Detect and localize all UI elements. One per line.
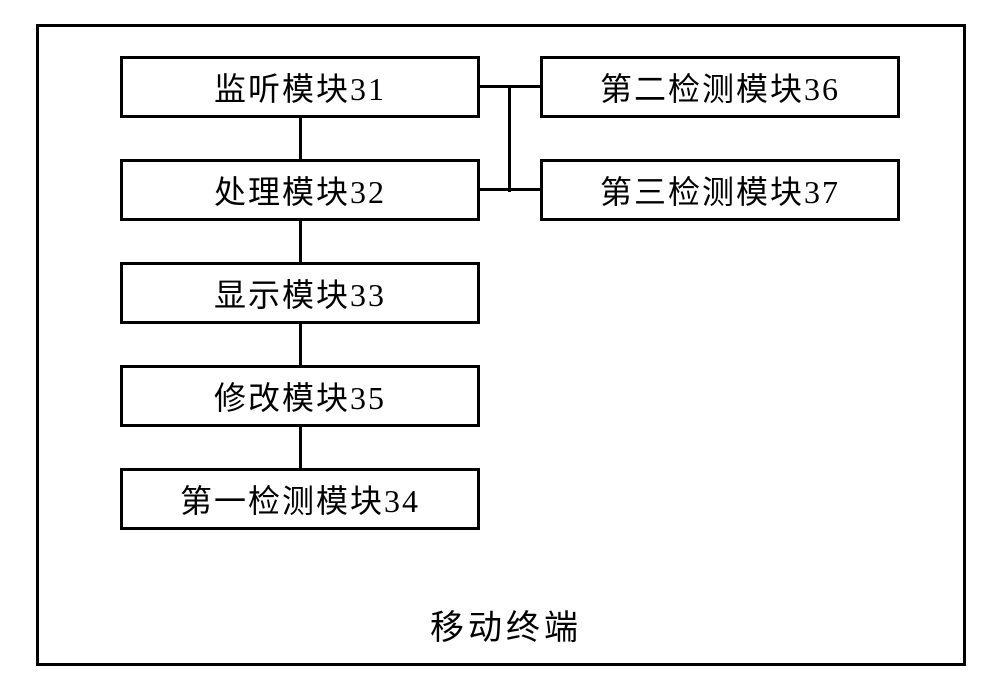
edge-b33-b35 — [299, 324, 302, 365]
module-display-33: 显示模块33 — [120, 262, 480, 324]
edge-b31-b32 — [299, 118, 302, 159]
module-label: 第一检测模块34 — [180, 476, 420, 522]
module-label: 第二检测模块36 — [600, 64, 840, 110]
module-process-32: 处理模块32 — [120, 159, 480, 221]
edge-b32-b33 — [299, 221, 302, 262]
module-label: 显示模块33 — [214, 270, 386, 316]
edge-right-vertical — [508, 86, 511, 192]
module-modify-35: 修改模块35 — [120, 365, 480, 427]
module-label: 第三检测模块37 — [600, 167, 840, 213]
module-label: 修改模块35 — [214, 373, 386, 419]
module-label: 监听模块31 — [214, 64, 386, 110]
module-detect3-37: 第三检测模块37 — [540, 159, 900, 221]
module-listen-31: 监听模块31 — [120, 56, 480, 118]
module-label: 处理模块32 — [214, 167, 386, 213]
module-detect1-34: 第一检测模块34 — [120, 468, 480, 530]
edge-b35-b34 — [299, 427, 302, 468]
terminal-label: 移动终端 — [430, 600, 582, 649]
diagram-canvas: 监听模块31 处理模块32 显示模块33 修改模块35 第一检测模块34 第二检… — [0, 0, 1000, 689]
module-detect2-36: 第二检测模块36 — [540, 56, 900, 118]
outer-frame — [36, 24, 966, 666]
